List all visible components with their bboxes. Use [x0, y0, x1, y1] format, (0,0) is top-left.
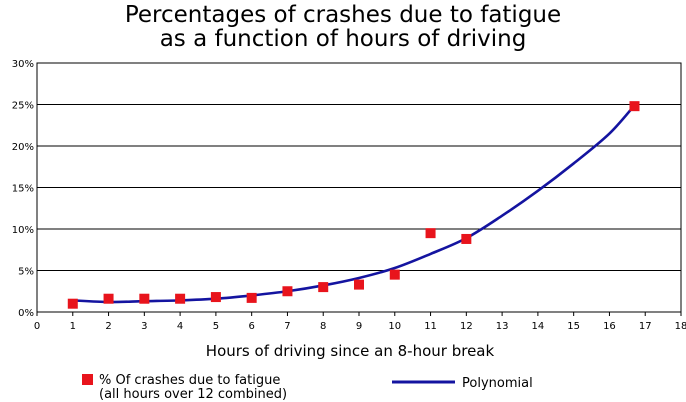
data-point-crash-pct: [318, 282, 329, 293]
x-tick-label: 2: [105, 321, 111, 332]
y-tick-label: 15%: [12, 184, 34, 195]
gridlines: [37, 62, 681, 313]
x-tick-label: 5: [213, 321, 219, 332]
data-point-crash-pct: [425, 228, 436, 239]
x-tick-label: 1: [70, 321, 76, 332]
data-point-crash-pct: [175, 293, 186, 304]
y-tick-label: 25%: [12, 101, 34, 112]
data-point-crash-pct: [389, 269, 400, 280]
y-tick-label: 20%: [12, 142, 34, 153]
polynomial-trend-line: [72, 104, 636, 304]
data-point-crash-pct: [67, 298, 78, 309]
legend: % Of crashes due to fatigue (all hours o…: [82, 373, 533, 402]
data-point-crash-pct: [210, 292, 221, 303]
x-tick-label: 6: [248, 321, 254, 332]
x-tick-label: 13: [496, 321, 509, 332]
x-tick-label: 7: [284, 321, 290, 332]
y-tick-label: 30%: [12, 59, 34, 70]
chart-title-line-2: as a function of hours of driving: [160, 26, 527, 52]
series-layer: [67, 101, 640, 309]
y-tick-label: 10%: [12, 225, 34, 236]
legend-label-polynomial: Polynomial: [462, 376, 533, 391]
x-axis-title: Hours of driving since an 8-hour break: [206, 342, 495, 360]
x-tick-label: 14: [532, 321, 545, 332]
data-point-crash-pct: [629, 101, 640, 112]
x-tick-label: 0: [34, 321, 40, 332]
x-tick-label: 8: [320, 321, 326, 332]
data-point-crash-pct: [461, 233, 472, 244]
y-tick-label: 5%: [18, 267, 34, 278]
x-tick-label: 9: [356, 321, 362, 332]
data-point-crash-pct: [282, 286, 293, 297]
x-tick-label: 16: [603, 321, 616, 332]
x-tick-label: 11: [424, 321, 437, 332]
x-tick-label: 10: [388, 321, 401, 332]
x-tick-label: 17: [639, 321, 652, 332]
x-tick-label: 3: [141, 321, 147, 332]
y-axis: 0% 5% 10% 15% 20% 25% 30%: [12, 59, 34, 319]
chart-title-line-1: Percentages of crashes due to fatigue: [125, 2, 561, 28]
x-axis: 0 1 2 3 4 5 6 7 8 9 10 11 12 13 14 15 16 17 18: [34, 312, 686, 332]
legend-sublabel-crashes: (all hours over 12 combined): [99, 387, 287, 402]
data-point-crash-pct: [246, 292, 257, 303]
data-point-crash-pct: [139, 293, 150, 304]
x-tick-label: 15: [567, 321, 580, 332]
data-point-crash-pct: [103, 293, 114, 304]
x-tick-label: 12: [460, 321, 473, 332]
legend-marker-crashes: [82, 374, 93, 385]
x-tick-label: 18: [675, 321, 686, 332]
y-tick-label: 0%: [18, 308, 34, 319]
legend-label-crashes: % Of crashes due to fatigue: [99, 373, 280, 388]
x-tick-label: 4: [177, 321, 183, 332]
data-point-crash-pct: [354, 279, 364, 290]
